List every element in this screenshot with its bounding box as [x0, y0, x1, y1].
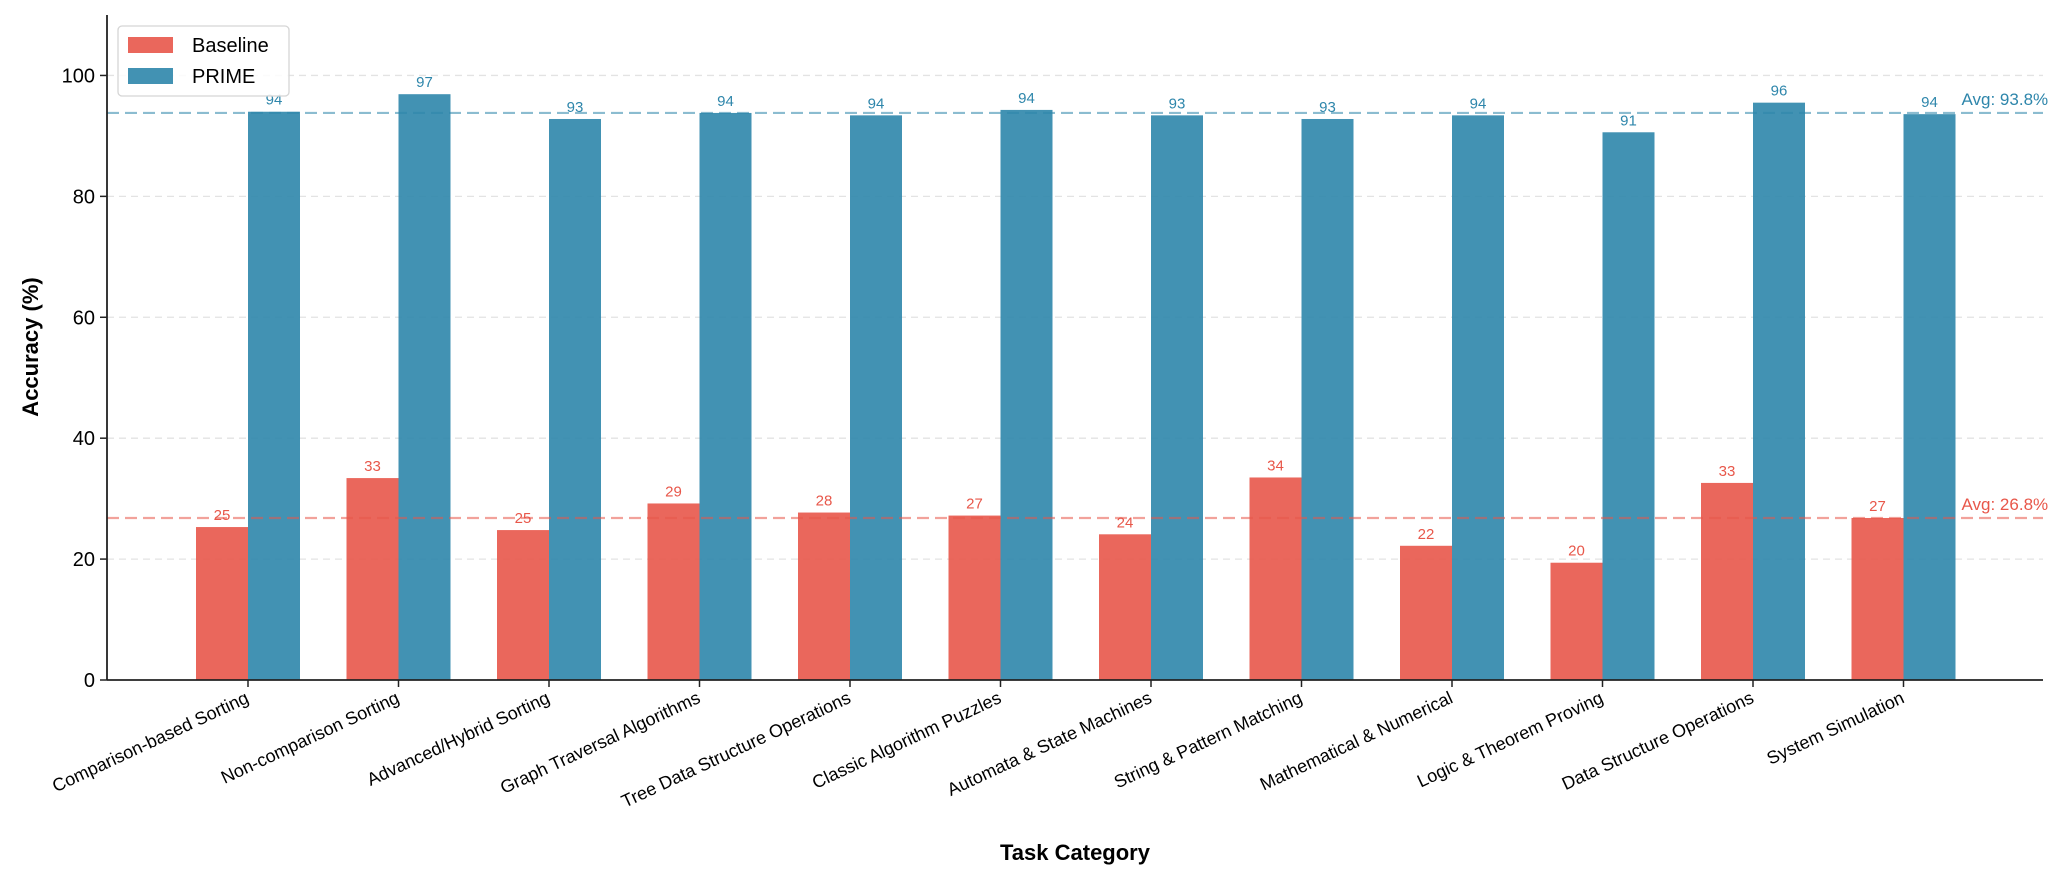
- legend-label-prime: PRIME: [192, 66, 255, 88]
- bar-baseline: [948, 515, 1001, 680]
- data-label-prime: 94: [1921, 94, 1938, 111]
- data-label-prime: 93: [1319, 99, 1336, 116]
- bar-baseline: [1550, 562, 1603, 680]
- bar-baseline: [196, 527, 248, 680]
- data-label-prime: 97: [416, 74, 433, 91]
- data-label-prime: 96: [1771, 83, 1788, 100]
- bar-prime: [699, 112, 752, 681]
- bar-prime: [1903, 114, 1956, 681]
- y-tick-label: 80: [73, 186, 95, 208]
- legend: Baseline PRIME: [117, 25, 290, 97]
- data-label-prime: 93: [567, 99, 584, 116]
- bar-prime: [1452, 115, 1504, 680]
- bars: [196, 94, 1956, 681]
- bar-prime: [1602, 132, 1655, 681]
- data-label-baseline: 28: [816, 493, 833, 510]
- data-label-baseline: 24: [1117, 514, 1134, 531]
- data-label-baseline: 34: [1267, 457, 1284, 474]
- bar-baseline: [798, 512, 850, 680]
- bar-baseline: [1701, 482, 1753, 680]
- data-label-prime: 91: [1620, 112, 1637, 129]
- data-label-prime: 94: [1018, 90, 1035, 107]
- data-label-baseline: 25: [515, 510, 532, 527]
- legend-label-baseline: Baseline: [192, 35, 269, 57]
- data-label-baseline: 27: [966, 496, 983, 513]
- average-label-prime: Avg: 93.8%: [1962, 90, 2049, 109]
- bar-prime: [850, 115, 902, 680]
- bar-prime: [1301, 118, 1354, 681]
- legend-swatch-prime: [128, 68, 173, 84]
- bar-baseline: [497, 530, 549, 680]
- y-tick-label: 20: [73, 549, 95, 571]
- data-label-prime: 93: [1169, 95, 1186, 112]
- data-label-prime: 94: [717, 93, 734, 110]
- legend-swatch-baseline: [128, 37, 173, 53]
- data-label-baseline: 25: [214, 507, 231, 524]
- x-tick-label: Comparison-based Sorting: [49, 687, 252, 796]
- data-label-baseline: 20: [1568, 543, 1585, 560]
- bar-prime: [549, 118, 601, 681]
- bar-baseline: [1099, 534, 1151, 680]
- y-axis-label: Accuracy (%): [18, 277, 43, 416]
- data-labels: 25 94 33 97 25 93 29 94 28 94 27 94 24 93 34 93 22 94 20 91…: [214, 74, 2048, 560]
- bar-baseline: [1400, 545, 1452, 680]
- x-axis-label: Task Category: [1000, 840, 1151, 865]
- data-label-prime: 94: [868, 95, 885, 112]
- bar-prime: [1151, 115, 1203, 680]
- data-label-baseline: 22: [1418, 526, 1435, 543]
- bar-prime: [398, 94, 451, 681]
- data-label-baseline: 33: [1719, 463, 1736, 480]
- average-lines: [107, 111, 2043, 520]
- bar-baseline: [1249, 477, 1302, 680]
- data-label-baseline: 27: [1869, 498, 1886, 515]
- y-tick-label: 100: [62, 65, 95, 87]
- y-tick-label: 0: [84, 670, 95, 692]
- bar-prime: [248, 111, 300, 680]
- x-tick-label: System Simulation: [1764, 687, 1908, 768]
- data-label-prime: 94: [1470, 95, 1487, 112]
- bar-prime: [1753, 102, 1805, 681]
- data-label-baseline: 29: [665, 483, 682, 500]
- average-label-baseline: Avg: 26.8%: [1962, 495, 2049, 514]
- bar-prime: [1000, 109, 1053, 680]
- bar-baseline: [346, 478, 399, 680]
- bar-baseline: [647, 503, 700, 680]
- data-label-baseline: 33: [364, 458, 381, 475]
- y-tick-label: 40: [73, 428, 95, 450]
- bar-baseline: [1851, 517, 1904, 680]
- y-tick-label: 60: [73, 307, 95, 329]
